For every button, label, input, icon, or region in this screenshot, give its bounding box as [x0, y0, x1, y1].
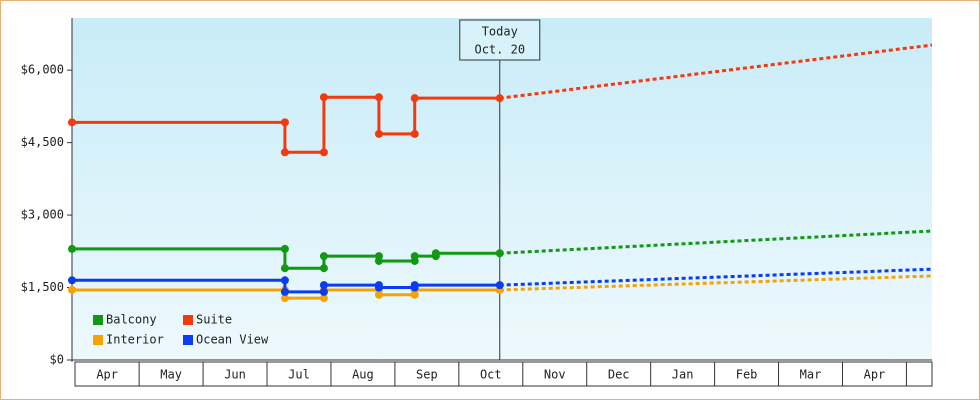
data-point: [319, 294, 328, 303]
x-tick-label: Apr: [96, 368, 118, 382]
forecast-line: [499, 43, 933, 100]
data-point: [319, 264, 328, 273]
legend-label: Interior: [106, 333, 164, 347]
data-point: [280, 148, 289, 157]
x-tick-label: Sep: [416, 368, 438, 382]
x-tick-label: Feb: [736, 368, 758, 382]
legend-swatch: [93, 335, 103, 345]
forecast-line: [499, 229, 933, 255]
legend-swatch: [93, 315, 103, 325]
data-point: [410, 129, 419, 138]
y-tick-label: $0: [50, 353, 64, 367]
x-tick-label: Nov: [544, 368, 566, 382]
data-point: [280, 287, 289, 296]
data-point: [374, 129, 383, 138]
legend-swatch: [183, 315, 193, 325]
data-point: [495, 281, 504, 290]
data-point: [495, 94, 504, 103]
x-tick-label: Jul: [288, 368, 310, 382]
data-point: [495, 249, 504, 258]
data-point: [374, 256, 383, 265]
data-point: [280, 264, 289, 273]
x-tick-label: Jun: [224, 368, 246, 382]
data-point: [280, 244, 289, 253]
x-tick-label: Apr: [864, 368, 886, 382]
data-point: [280, 276, 289, 285]
today-label: Oct. 20: [474, 43, 525, 57]
today-box: [459, 19, 541, 61]
x-tick-label: Dec: [608, 368, 630, 382]
legend-swatch: [183, 335, 193, 345]
data-point: [410, 281, 419, 290]
data-point: [410, 252, 419, 261]
data-point: [68, 276, 76, 285]
x-axis-band: [74, 361, 933, 387]
data-point: [431, 249, 440, 258]
data-point: [374, 290, 383, 299]
legend-label: Suite: [196, 313, 232, 327]
plot-area: [72, 18, 932, 360]
forecast-line: [499, 274, 933, 292]
forecast-line: [499, 267, 933, 287]
y-tick-label: $3,000: [21, 208, 64, 222]
today-label: Today: [482, 25, 518, 39]
legend-label: Balcony: [106, 313, 157, 327]
data-point: [319, 281, 328, 290]
x-tick-label: Mar: [800, 368, 822, 382]
y-tick-label: $6,000: [21, 63, 64, 77]
data-point: [319, 287, 328, 296]
data-point: [374, 93, 383, 102]
x-tick-label: Oct: [480, 368, 502, 382]
data-point: [319, 148, 328, 157]
data-point: [68, 118, 76, 127]
data-point: [68, 244, 76, 253]
data-point: [319, 93, 328, 102]
data-point: [68, 285, 76, 294]
y-tick-label: $4,500: [21, 135, 64, 149]
series-line: [72, 95, 500, 154]
legend-label: Ocean View: [196, 333, 269, 347]
data-point: [280, 118, 289, 127]
data-point: [319, 252, 328, 261]
x-tick-label: Aug: [352, 368, 374, 382]
x-tick-label: Jan: [672, 368, 694, 382]
data-point: [280, 294, 289, 303]
data-point: [374, 283, 383, 292]
x-tick-label: May: [160, 368, 182, 382]
data-point: [410, 94, 419, 103]
y-tick-label: $1,500: [21, 280, 64, 294]
